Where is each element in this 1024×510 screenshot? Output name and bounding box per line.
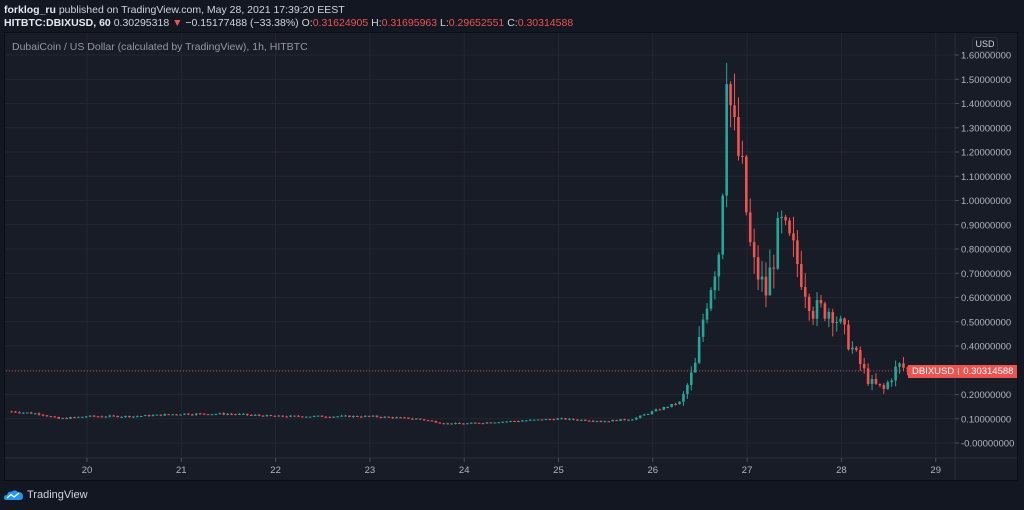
candles [10, 62, 909, 425]
price-tick-label: 1.00000000 [961, 196, 1011, 207]
price-tick-label: 0.70000000 [961, 269, 1011, 280]
low-value: 0.29652551 [448, 17, 505, 29]
last-price-tag: DBIXUSD 0.30314588 [908, 365, 1018, 378]
close-value: 0.30314588 [517, 17, 574, 29]
grid-lines [5, 33, 955, 458]
price-tick-label: 1.20000000 [961, 148, 1011, 159]
down-arrow-icon: ▼ [172, 17, 183, 29]
last-price: 0.30295318 [113, 17, 170, 29]
time-tick-label: 26 [648, 465, 659, 476]
price-tick-label: 1.60000000 [961, 51, 1011, 62]
time-axis[interactable]: 20 21 22 23 24 25 26 27 28 29 [82, 458, 941, 476]
time-tick-label: 23 [365, 465, 376, 476]
price-tick-label: 0.20000000 [961, 390, 1011, 401]
time-tick-label: 24 [459, 465, 470, 476]
price-tick-label: 1.50000000 [961, 75, 1011, 86]
high-value: 0.31695963 [381, 17, 438, 29]
time-tick-label: 28 [836, 465, 847, 476]
publish-info: forklog_ru published on TradingView.com,… [4, 3, 345, 17]
open-value: 0.31624905 [312, 17, 369, 29]
author-name: forklog_ru [4, 4, 56, 16]
price-tag-divider [958, 368, 960, 375]
price-tick-label: 1.10000000 [961, 172, 1011, 183]
brand-name: TradingView [27, 489, 88, 501]
chart-title: DubaiCoin / US Dollar (calculated by Tra… [12, 41, 308, 53]
published-text: published on TradingView.com, May 28, 20… [55, 4, 345, 16]
price-tick-label: 0.80000000 [961, 245, 1011, 256]
chart-panel[interactable] [4, 32, 1018, 481]
time-tick-label: 22 [270, 465, 281, 476]
price-axis[interactable]: 1.60000000 1.50000000 1.40000000 1.30000000… [955, 51, 1014, 450]
price-tick-label: 0.90000000 [961, 220, 1011, 231]
time-tick-label: 21 [176, 465, 187, 476]
low-label: L: [440, 17, 449, 29]
price-tag-value: 0.30314588 [963, 366, 1014, 377]
tradingview-cloud-icon [4, 490, 23, 500]
time-tick-label: 25 [553, 465, 564, 476]
price-tag-symbol: DBIXUSD [912, 366, 955, 377]
high-label: H: [371, 17, 382, 29]
time-tick-label: 20 [82, 465, 93, 476]
symbol-info: HITBTC:DBIXUSD, 60 0.30295318 ▼ −0.15177… [4, 16, 573, 30]
time-tick-label: 27 [742, 465, 753, 476]
symbol-label: HITBTC:DBIXUSD, 60 [4, 17, 111, 29]
time-tick-label: 29 [930, 465, 941, 476]
tradingview-logo[interactable]: TradingView [4, 489, 88, 501]
price-tick-label: 0.60000000 [961, 293, 1011, 304]
price-change: −0.15177488 (−33.38%) [185, 17, 299, 29]
price-tick-label: 0.50000000 [961, 317, 1011, 328]
price-tick-label: 1.30000000 [961, 123, 1011, 134]
currency-badge[interactable]: USD [972, 37, 998, 52]
price-tick-label: 0.10000000 [961, 414, 1011, 425]
price-tick-label: -0.00000000 [961, 439, 1014, 450]
price-tick-label: 0.40000000 [961, 342, 1011, 353]
close-label: C: [507, 17, 518, 29]
price-tick-label: 1.40000000 [961, 99, 1011, 110]
open-label: O: [301, 17, 313, 29]
